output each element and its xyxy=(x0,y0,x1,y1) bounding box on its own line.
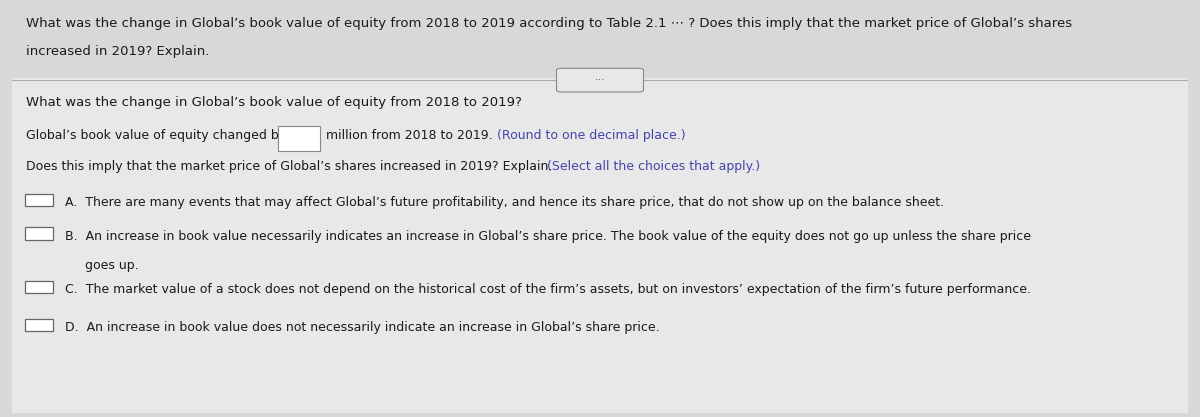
Text: goes up.: goes up. xyxy=(65,259,138,272)
FancyBboxPatch shape xyxy=(12,4,1188,78)
FancyBboxPatch shape xyxy=(25,227,53,240)
FancyBboxPatch shape xyxy=(25,281,53,293)
FancyBboxPatch shape xyxy=(557,68,643,92)
Text: D.  An increase in book value does not necessarily indicate an increase in Globa: D. An increase in book value does not ne… xyxy=(65,321,660,334)
Text: Global’s book value of equity changed by $: Global’s book value of equity changed by… xyxy=(26,129,299,142)
Text: increased in 2019? Explain.: increased in 2019? Explain. xyxy=(26,45,210,58)
FancyBboxPatch shape xyxy=(278,126,320,151)
FancyBboxPatch shape xyxy=(25,194,53,206)
FancyBboxPatch shape xyxy=(25,319,53,331)
Text: What was the change in Global’s book value of equity from 2018 to 2019?: What was the change in Global’s book val… xyxy=(26,96,522,109)
Text: ···: ··· xyxy=(594,75,606,85)
Text: A.  There are many events that may affect Global’s future profitability, and hen: A. There are many events that may affect… xyxy=(65,196,944,209)
Text: million from 2018 to 2019.: million from 2018 to 2019. xyxy=(322,129,500,142)
Text: (Round to one decimal place.): (Round to one decimal place.) xyxy=(497,129,686,142)
Text: C.  The market value of a stock does not depend on the historical cost of the fi: C. The market value of a stock does not … xyxy=(65,283,1031,296)
Text: Does this imply that the market price of Global’s shares increased in 2019? Expl: Does this imply that the market price of… xyxy=(26,160,560,173)
FancyBboxPatch shape xyxy=(12,78,1188,413)
Text: (Select all the choices that apply.): (Select all the choices that apply.) xyxy=(547,160,760,173)
Text: What was the change in Global’s book value of equity from 2018 to 2019 according: What was the change in Global’s book val… xyxy=(26,17,1073,30)
Text: B.  An increase in book value necessarily indicates an increase in Global’s shar: B. An increase in book value necessarily… xyxy=(65,230,1031,243)
